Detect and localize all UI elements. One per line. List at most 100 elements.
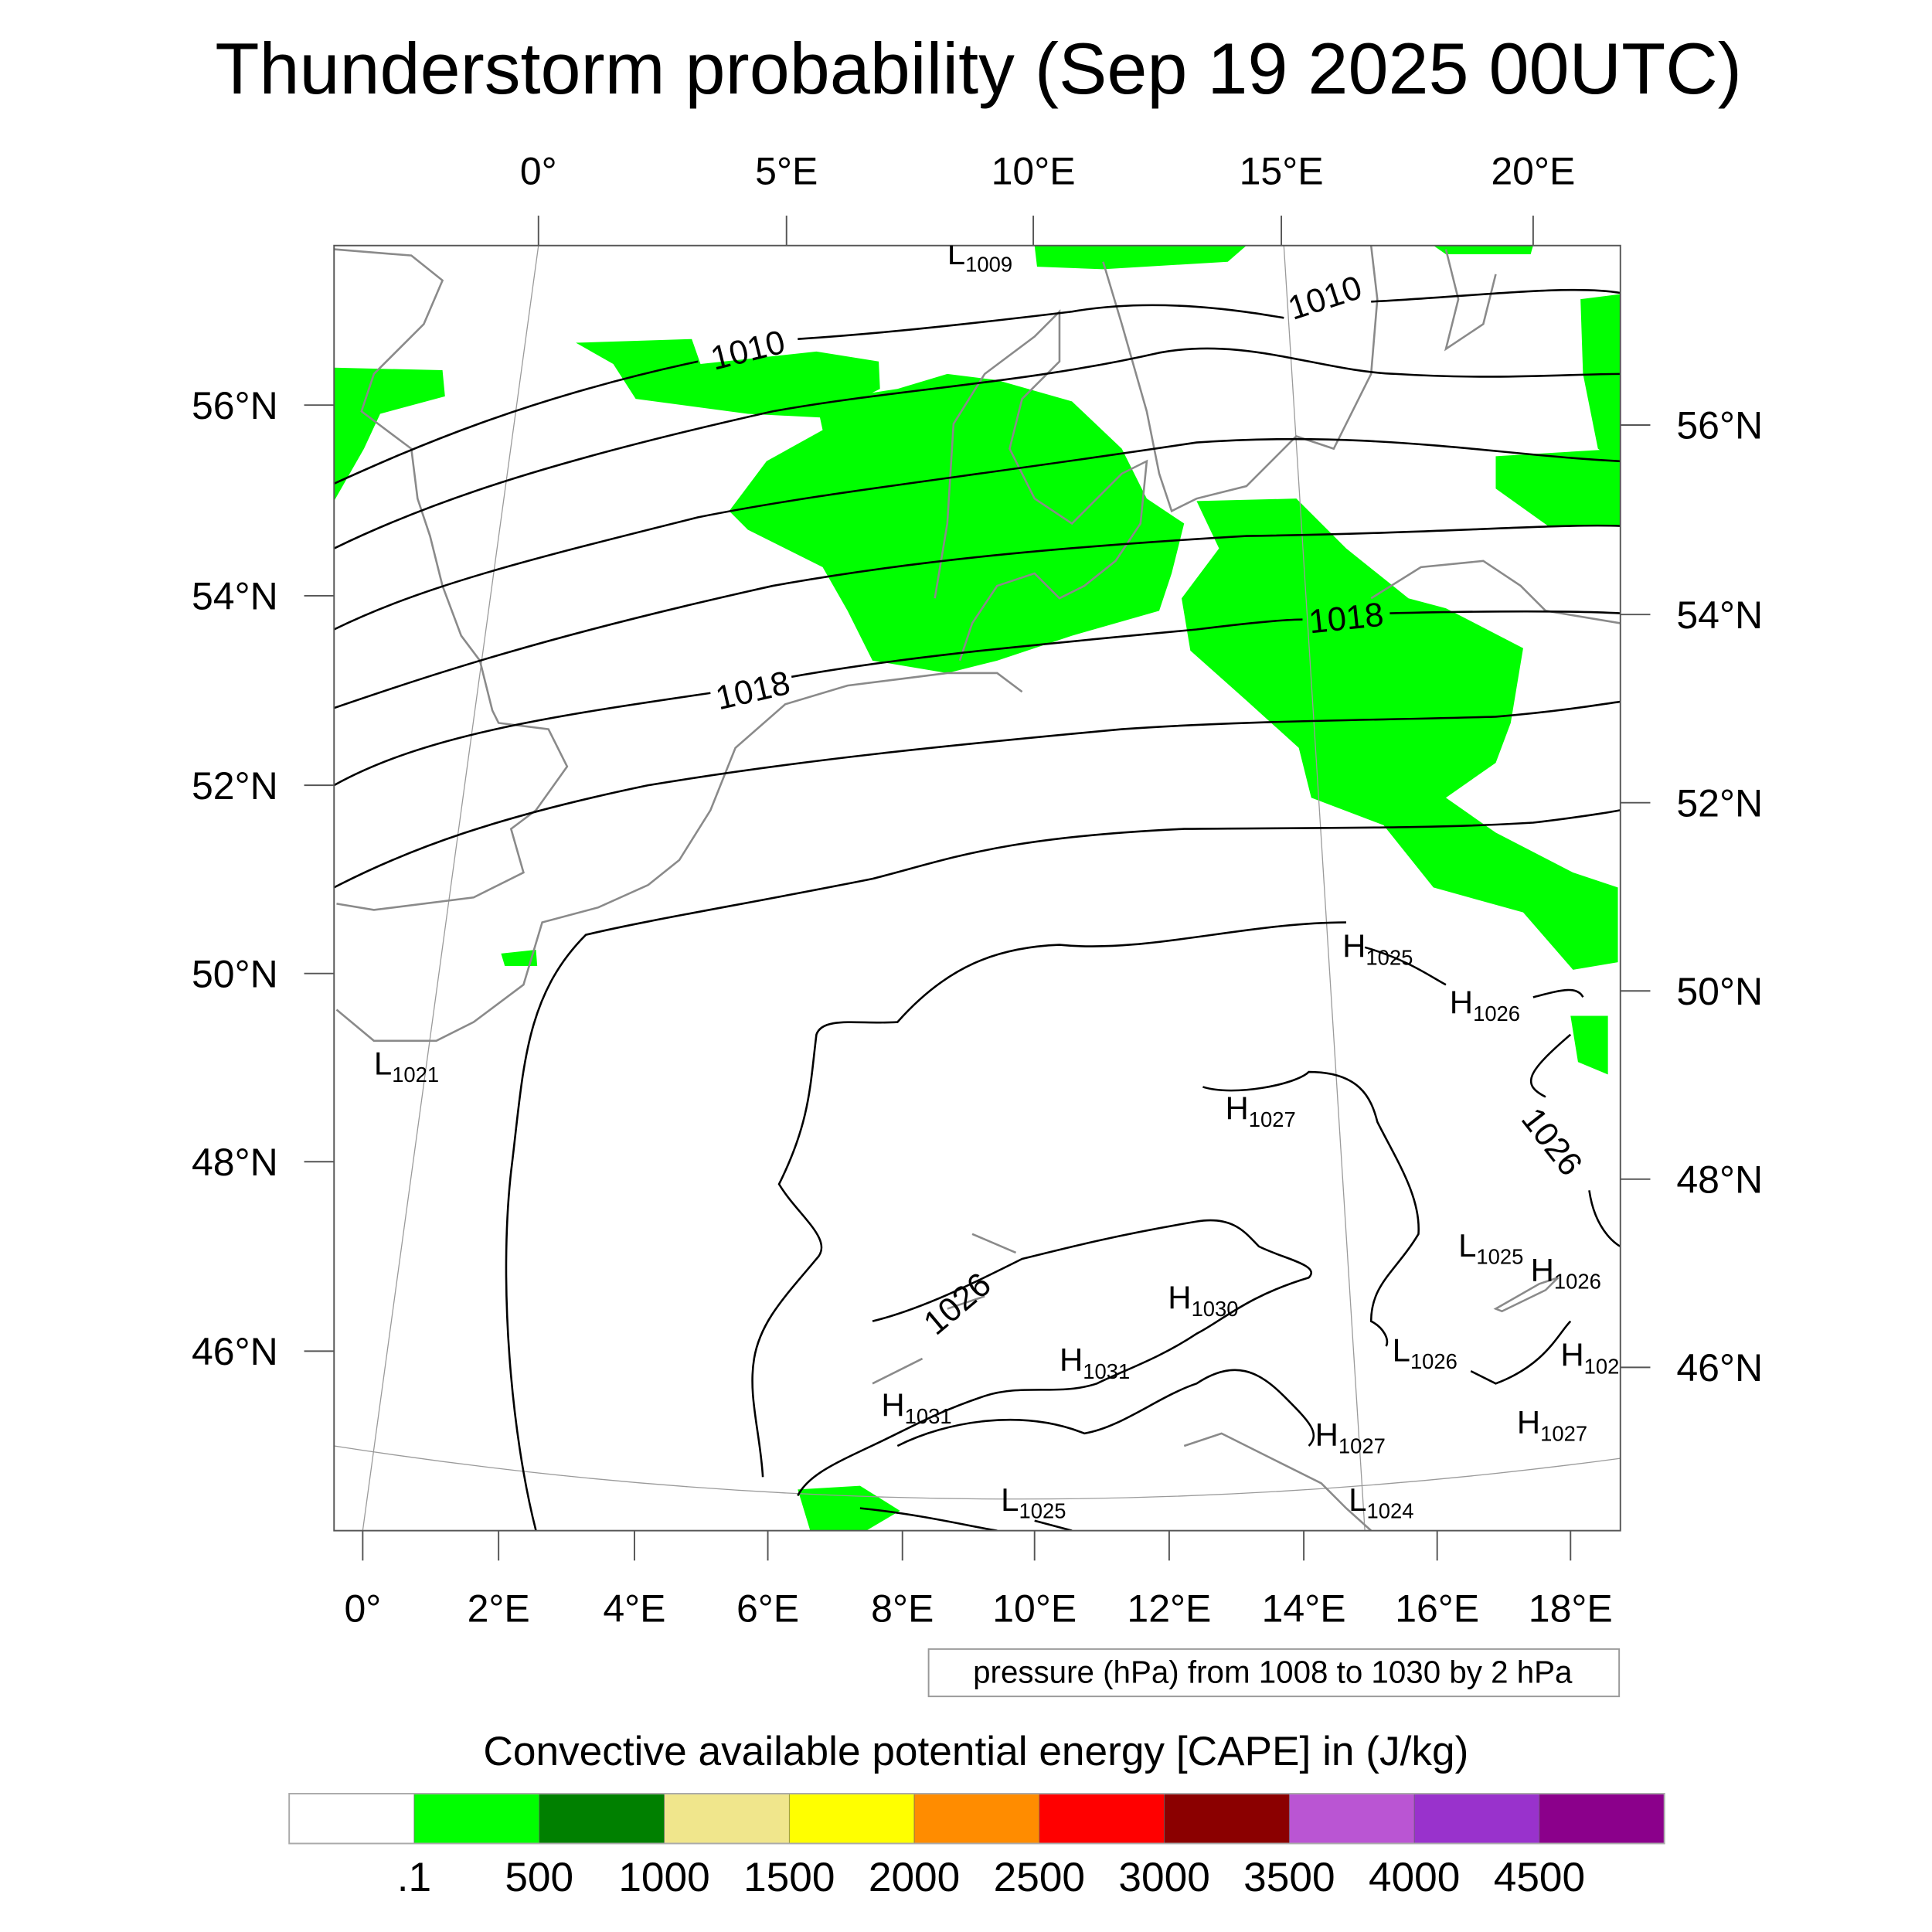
- bottom-lon-label: 14°E: [1262, 1587, 1346, 1630]
- high-pressure-label: H1026: [1450, 984, 1520, 1026]
- figure-title: Thunderstorm probability (Sep 19 2025 00…: [215, 28, 1742, 109]
- coastlines: [334, 245, 1621, 1531]
- right-lat-label: 52°N: [1676, 781, 1763, 825]
- center-type: H: [1560, 1337, 1583, 1373]
- right-lat-label: 48°N: [1676, 1158, 1763, 1202]
- colorbar-swatch: [288, 1793, 415, 1844]
- low-pressure-label: L1025: [1458, 1227, 1523, 1269]
- cape-area-denmark-germany: [729, 373, 1185, 673]
- center-value: 1027: [1249, 1107, 1296, 1131]
- colorbar-label: 4000: [1369, 1855, 1460, 1900]
- center-type: L: [1349, 1481, 1366, 1518]
- colorbar-swatch: [1164, 1793, 1290, 1844]
- low-pressure-label: L1009: [947, 235, 1012, 277]
- left-lat-label: 54°N: [192, 575, 278, 618]
- low-pressure-label: L1024: [1349, 1481, 1413, 1523]
- center-type: H: [1225, 1090, 1248, 1126]
- colorbar-label: 3500: [1243, 1855, 1335, 1900]
- map-frame: [333, 244, 1621, 1532]
- center-type: H: [881, 1386, 904, 1423]
- center-value: 1021: [392, 1063, 439, 1087]
- center-value: 1030: [1192, 1297, 1239, 1321]
- bottom-lon-label: 18°E: [1529, 1587, 1613, 1630]
- center-value: 1024: [1366, 1499, 1413, 1523]
- colorbar-label: 500: [505, 1855, 573, 1900]
- right-lat-label: 56°N: [1676, 404, 1763, 447]
- center-value: 1027: [1540, 1422, 1587, 1446]
- center-type: H: [1450, 984, 1473, 1020]
- left-lat-label: 52°N: [192, 764, 278, 808]
- center-type: H: [1060, 1342, 1083, 1378]
- colorbar-label: 1500: [743, 1855, 835, 1900]
- high-pressure-label: H1027: [1315, 1417, 1386, 1458]
- colorbar-swatch: [788, 1793, 915, 1844]
- low-pressure-label: L1025: [1001, 1481, 1066, 1523]
- center-value: 1031: [905, 1404, 952, 1428]
- meridian-0: [362, 245, 539, 1531]
- center-value: 1026: [1554, 1270, 1601, 1294]
- top-lon-label: 15°E: [1240, 150, 1324, 193]
- cape-area-slovakia: [1570, 1015, 1608, 1075]
- colorbar-label: 3000: [1118, 1855, 1209, 1900]
- high-pressure-label: H1026: [1531, 1252, 1601, 1294]
- colorbar-label: 4500: [1494, 1855, 1585, 1900]
- colorbar-label: .1: [397, 1855, 431, 1900]
- isobar-label: 1018: [1307, 597, 1385, 641]
- center-type: L: [1001, 1481, 1019, 1518]
- axis-labels: 0° 5°E 10°E 15°E 20°E 0° 2°E 4°E 6°E 8°E 10°E 12°E 1…: [192, 150, 1763, 1631]
- top-lon-label: 5°E: [755, 150, 818, 193]
- right-lat-label: 54°N: [1676, 594, 1763, 637]
- colorbar-swatch: [1539, 1793, 1665, 1844]
- colorbar-swatch: [913, 1793, 1040, 1844]
- colorbar-swatch: [664, 1793, 790, 1844]
- bottom-lon-label: 8°E: [871, 1587, 934, 1630]
- high-pressure-label: H1025: [1342, 928, 1413, 970]
- cape-area-alps: [798, 1485, 900, 1531]
- center-value: 1025: [1366, 945, 1413, 969]
- map-area: [334, 245, 1621, 1531]
- contour-info-box: [927, 1648, 1621, 1698]
- cape-area-north-sea: [576, 338, 880, 418]
- bottom-lon-label: 16°E: [1395, 1587, 1479, 1630]
- colorbar-label: 2000: [869, 1855, 960, 1900]
- top-lon-label: 10°E: [992, 150, 1076, 193]
- high-pressure-label: H1027: [1225, 1090, 1295, 1131]
- center-value: 1009: [965, 253, 1012, 277]
- isobar-label: 1018: [713, 665, 794, 718]
- center-type: H: [1531, 1252, 1554, 1288]
- center-value: 1031: [1083, 1359, 1130, 1383]
- center-type: L: [1393, 1332, 1410, 1368]
- center-type: L: [1458, 1227, 1476, 1264]
- bottom-lon-label: 4°E: [603, 1587, 665, 1630]
- bottom-lon-label: 10°E: [992, 1587, 1077, 1630]
- left-lat-label: 48°N: [192, 1141, 278, 1184]
- parallel-45n: [334, 1445, 1621, 1500]
- bottom-lon-label: 0°: [344, 1587, 381, 1630]
- center-value: 1025: [1019, 1499, 1066, 1523]
- high-pressure-label: H1027: [1517, 1404, 1587, 1446]
- isobar-label: 1026: [1514, 1101, 1589, 1183]
- center-value: 1025: [1476, 1244, 1523, 1268]
- center-type: L: [947, 235, 965, 271]
- cape-area-lithuania: [1495, 448, 1621, 526]
- center-value: 1027: [1338, 1434, 1386, 1458]
- contour-info-text: pressure (hPa) from 1008 to 1030 by 2 hP…: [973, 1654, 1573, 1689]
- cape-area-france: [501, 950, 538, 966]
- right-lat-label: 50°N: [1676, 970, 1763, 1013]
- center-value: 1026: [1473, 1002, 1520, 1026]
- colorbar-swatch: [413, 1793, 540, 1844]
- cape-area-top: [1034, 245, 1247, 270]
- bottom-lon-label: 6°E: [736, 1587, 799, 1630]
- high-pressure-label: H1031: [1060, 1342, 1130, 1383]
- center-type: L: [374, 1045, 392, 1081]
- center-value: 1026: [1410, 1349, 1458, 1373]
- bottom-lon-label: 12°E: [1127, 1587, 1211, 1630]
- center-type: H: [1517, 1404, 1540, 1440]
- left-lat-label: 56°N: [192, 384, 278, 427]
- colorbar-label: 2500: [994, 1855, 1085, 1900]
- high-pressure-label: H102: [1560, 1337, 1619, 1379]
- top-lon-label: 0°: [520, 150, 557, 193]
- right-lat-label: 46°N: [1676, 1346, 1763, 1389]
